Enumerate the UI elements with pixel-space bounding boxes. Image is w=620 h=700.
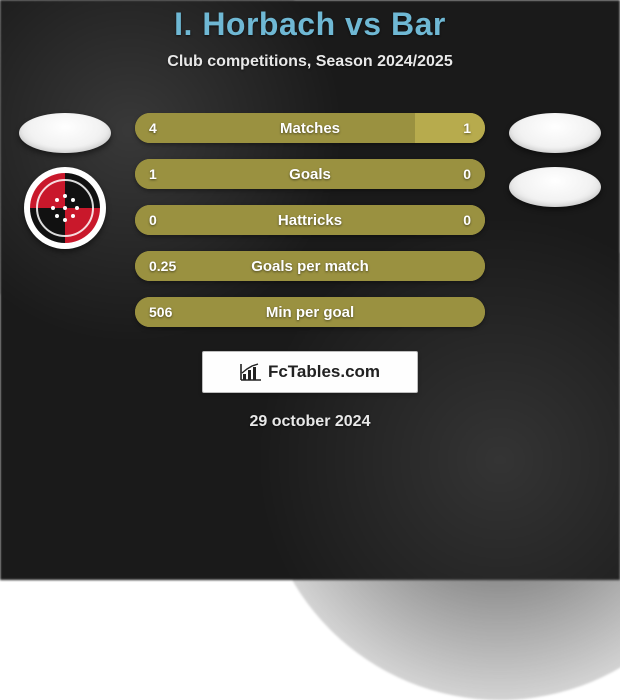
player-avatar-left	[19, 113, 111, 153]
comparison-card: I. Horbach vs Bar Club competitions, Sea…	[0, 0, 620, 580]
page-title: I. Horbach vs Bar	[174, 6, 446, 43]
comparison-grid: 41Matches 10Goals 00Hattricks 0.25Goals per…	[0, 113, 620, 327]
zorya-crest-icon	[30, 173, 100, 243]
right-player-column	[495, 113, 615, 327]
stat-label: Hattricks	[135, 212, 485, 229]
club-badge-right	[509, 167, 601, 207]
club-badge-left	[24, 167, 106, 249]
stat-row-mpg: 506Min per goal	[135, 297, 485, 327]
stat-row-hattricks: 00Hattricks	[135, 205, 485, 235]
stat-label: Min per goal	[135, 304, 485, 321]
stat-label: Matches	[135, 120, 485, 137]
player-avatar-right	[509, 113, 601, 153]
chart-icon	[240, 363, 262, 381]
date-text: 29 october 2024	[250, 413, 371, 431]
left-player-column	[5, 113, 125, 327]
subtitle: Club competitions, Season 2024/2025	[167, 53, 452, 71]
stat-label: Goals per match	[135, 258, 485, 275]
brand-text: FcTables.com	[268, 362, 380, 382]
brand-badge: FcTables.com	[202, 351, 418, 393]
stat-row-gpm: 0.25Goals per match	[135, 251, 485, 281]
stat-label: Goals	[135, 166, 485, 183]
stat-row-goals: 10Goals	[135, 159, 485, 189]
stat-row-matches: 41Matches	[135, 113, 485, 143]
stats-list: 41Matches 10Goals 00Hattricks 0.25Goals per…	[125, 113, 495, 327]
